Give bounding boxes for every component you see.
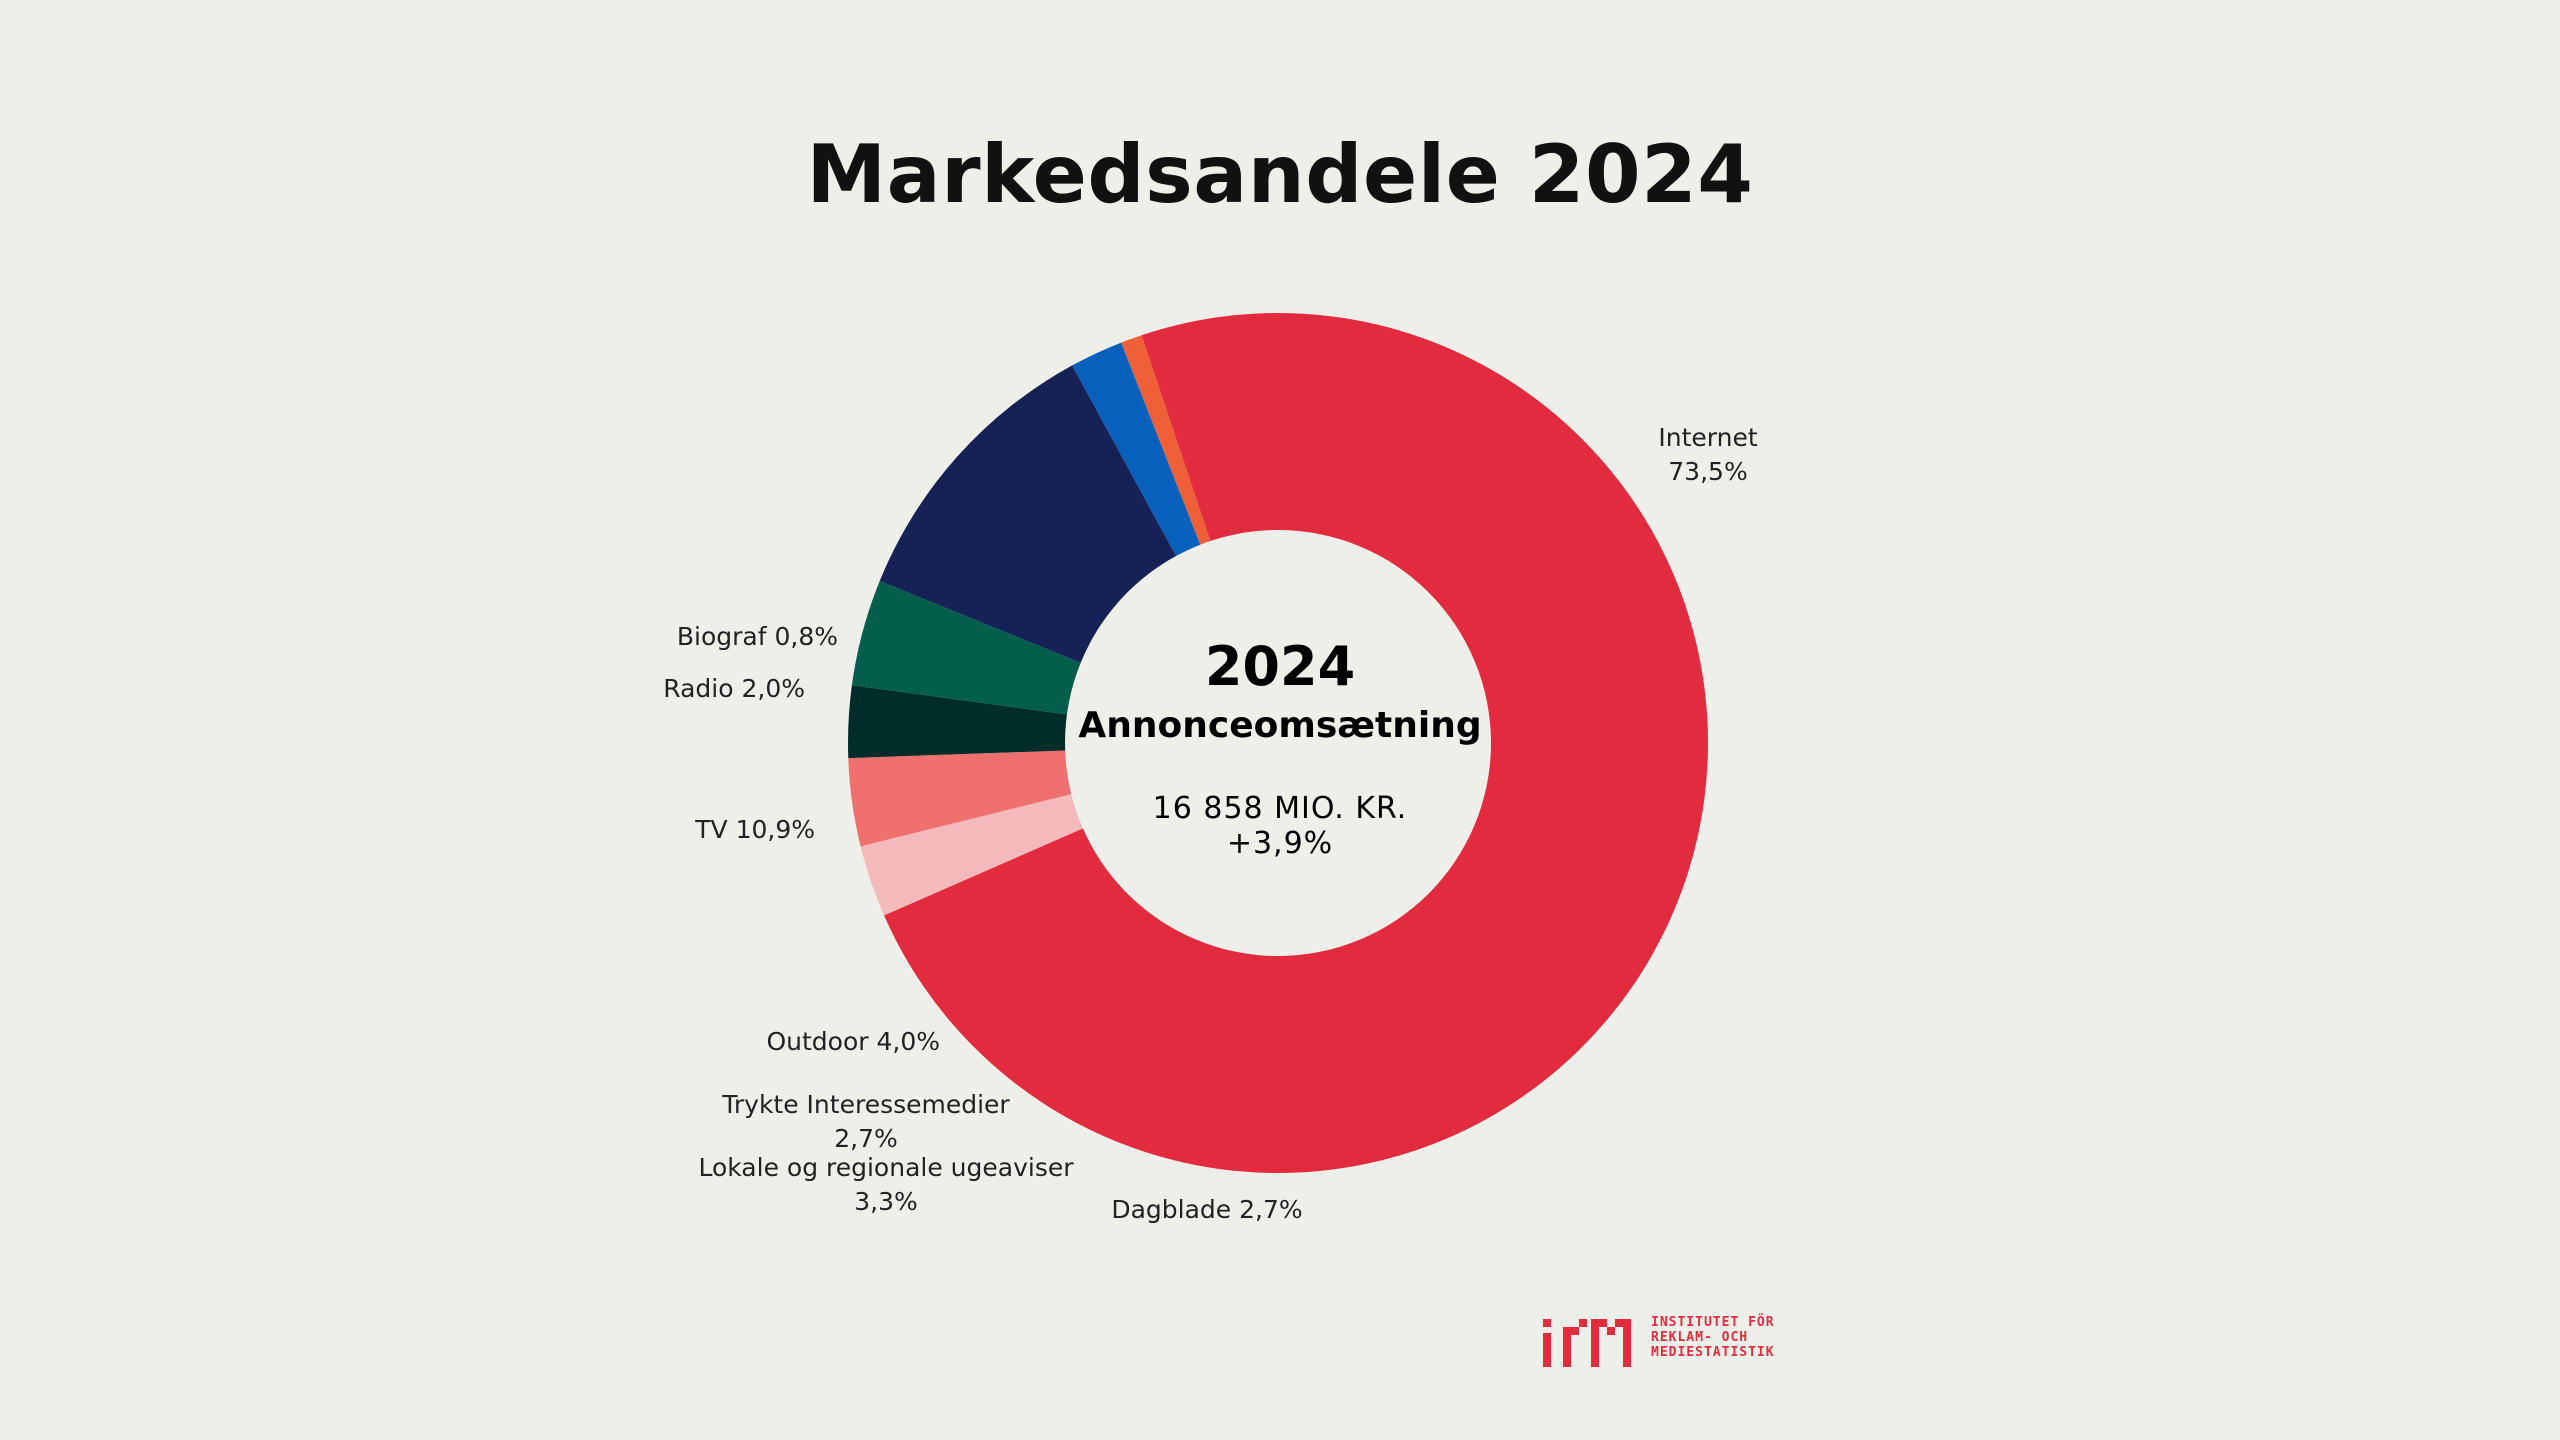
- label-internet: Internet 73,5%: [1658, 423, 1757, 486]
- label-lokale-og-regionale-ugeaviser: Lokale og regionale ugeaviser 3,3%: [698, 1153, 1074, 1216]
- chart-title: Markedsandele 2024: [806, 128, 1754, 221]
- irm-logo-text: INSTITUTET FÖR REKLAM- OCH MEDIESTATISTI…: [1651, 1315, 1775, 1360]
- center-year: 2024: [1205, 635, 1355, 698]
- label-radio: Radio 2,0%: [663, 674, 805, 703]
- label-outdoor: Outdoor 4,0%: [766, 1027, 940, 1056]
- irm-logo: INSTITUTET FÖR REKLAM- OCH MEDIESTATISTI…: [1541, 1315, 1801, 1375]
- center-total: 16 858 MIO. KR.: [1153, 791, 1408, 826]
- irm-logo-mark-icon: [1543, 1319, 1631, 1367]
- donut-hole: [1065, 530, 1491, 956]
- label-dagblade: Dagblade 2,7%: [1111, 1195, 1302, 1224]
- labels-group: Internet 73,5% Dagblade 2,7% Lokale og regi…: [663, 423, 1758, 1224]
- label-trykte-interessemedier: Trykte Interessemedier 2,7%: [721, 1090, 1010, 1153]
- label-biograf: Biograf 0,8%: [677, 622, 838, 651]
- center-subtitle: Annonceomsætning: [1078, 705, 1481, 746]
- center-growth: +3,9%: [1227, 826, 1333, 861]
- label-tv: TV 10,9%: [694, 815, 815, 844]
